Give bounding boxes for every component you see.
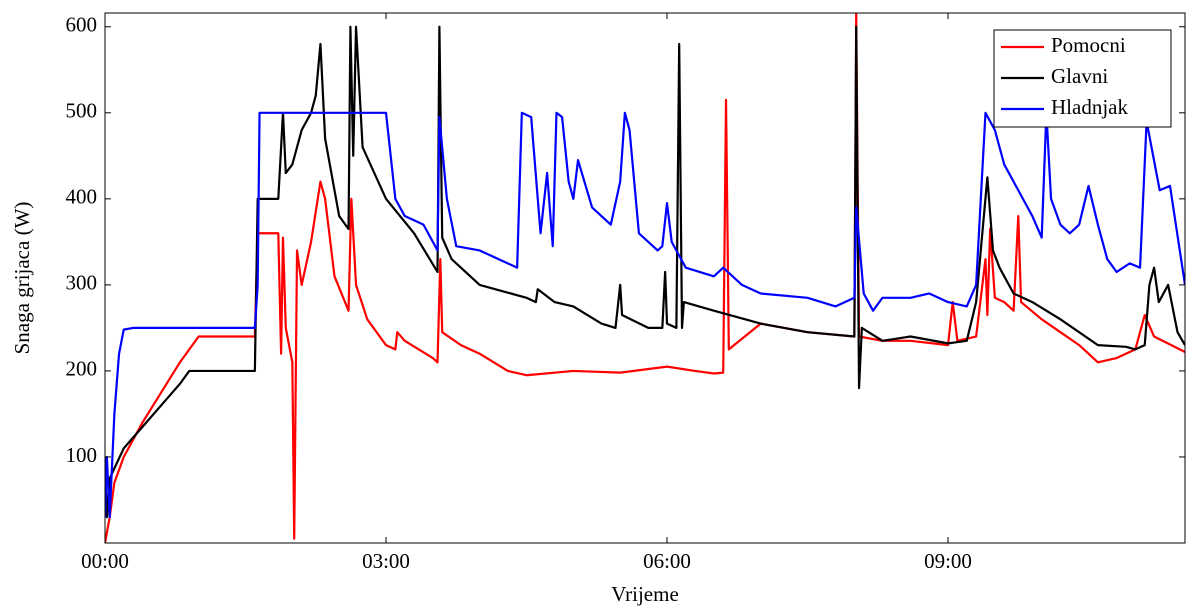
plot-area [105,13,1185,543]
x-tick-label: 03:00 [362,549,410,573]
y-tick-label: 600 [66,13,98,37]
series-line [105,25,1185,519]
x-axis-label: Vrijeme [611,582,679,606]
y-tick-label: 200 [66,357,98,381]
y-axis-label: Snaga grijaca (W) [10,202,34,355]
y-tick-label: 500 [66,99,98,123]
y-tick-label: 300 [66,271,98,295]
x-tick-label: 09:00 [924,549,972,573]
plot-frame [104,12,1186,544]
y-tick-label: 100 [66,443,98,467]
legend-label: Glavni [1051,64,1108,88]
x-tick-label: 06:00 [643,549,691,573]
y-tick-label: 400 [66,185,98,209]
legend-label: Hladnjak [1051,95,1128,119]
series-line [105,13,1185,543]
x-tick-label: 00:00 [81,549,129,573]
legend-label: Pomocni [1051,33,1126,57]
series-line [105,111,1185,519]
